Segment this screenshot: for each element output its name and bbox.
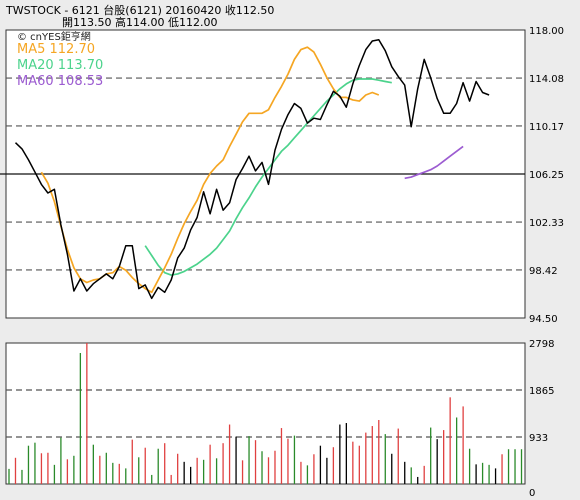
price-grid (0, 77, 525, 271)
volume-y-axis: 2798 1865 933 0 (529, 339, 554, 499)
price-y-tick-label: 102.33 (529, 218, 564, 229)
volume-bars-group (8, 343, 523, 484)
price-y-tick-label: 118.00 (529, 26, 564, 37)
chart-header-line2: 開113.50 高114.00 低112.00 (62, 16, 218, 29)
volume-y-tick-label: 2798 (529, 339, 554, 350)
price-y-tick-label: 106.25 (529, 170, 564, 181)
legend-ma5: MA5 112.70 (17, 42, 95, 57)
price-y-tick-label: 114.08 (529, 74, 564, 85)
series-line-ma5 (40, 46, 380, 294)
volume-y-tick-label: 1865 (529, 386, 554, 397)
volume-grid (6, 389, 525, 438)
watermark: © cnYES鉅亨網 (17, 32, 91, 43)
volume-panel-frame (5, 342, 526, 485)
price-y-tick-label: 110.17 (529, 122, 564, 133)
volume-y-tick-label: 933 (529, 433, 548, 444)
price-y-tick-label: 98.42 (529, 266, 558, 277)
price-y-axis: 118.00 114.08 110.17 106.25 102.33 98.42 94.50 (529, 26, 564, 325)
price-series-group (14, 39, 490, 300)
series-line-price (14, 39, 490, 300)
series-line-ma60 (404, 145, 464, 180)
price-y-tick-label: 94.50 (529, 314, 558, 325)
series-line-ma20 (144, 78, 392, 276)
legend-ma20: MA20 113.70 (17, 58, 104, 73)
volume-y-tick-label: 0 (529, 488, 535, 499)
chart-header-line1: TWSTOCK - 6121 台股(6121) 20160420 收112.50 (6, 4, 275, 17)
legend-ma60: MA60 108.53 (17, 74, 104, 89)
